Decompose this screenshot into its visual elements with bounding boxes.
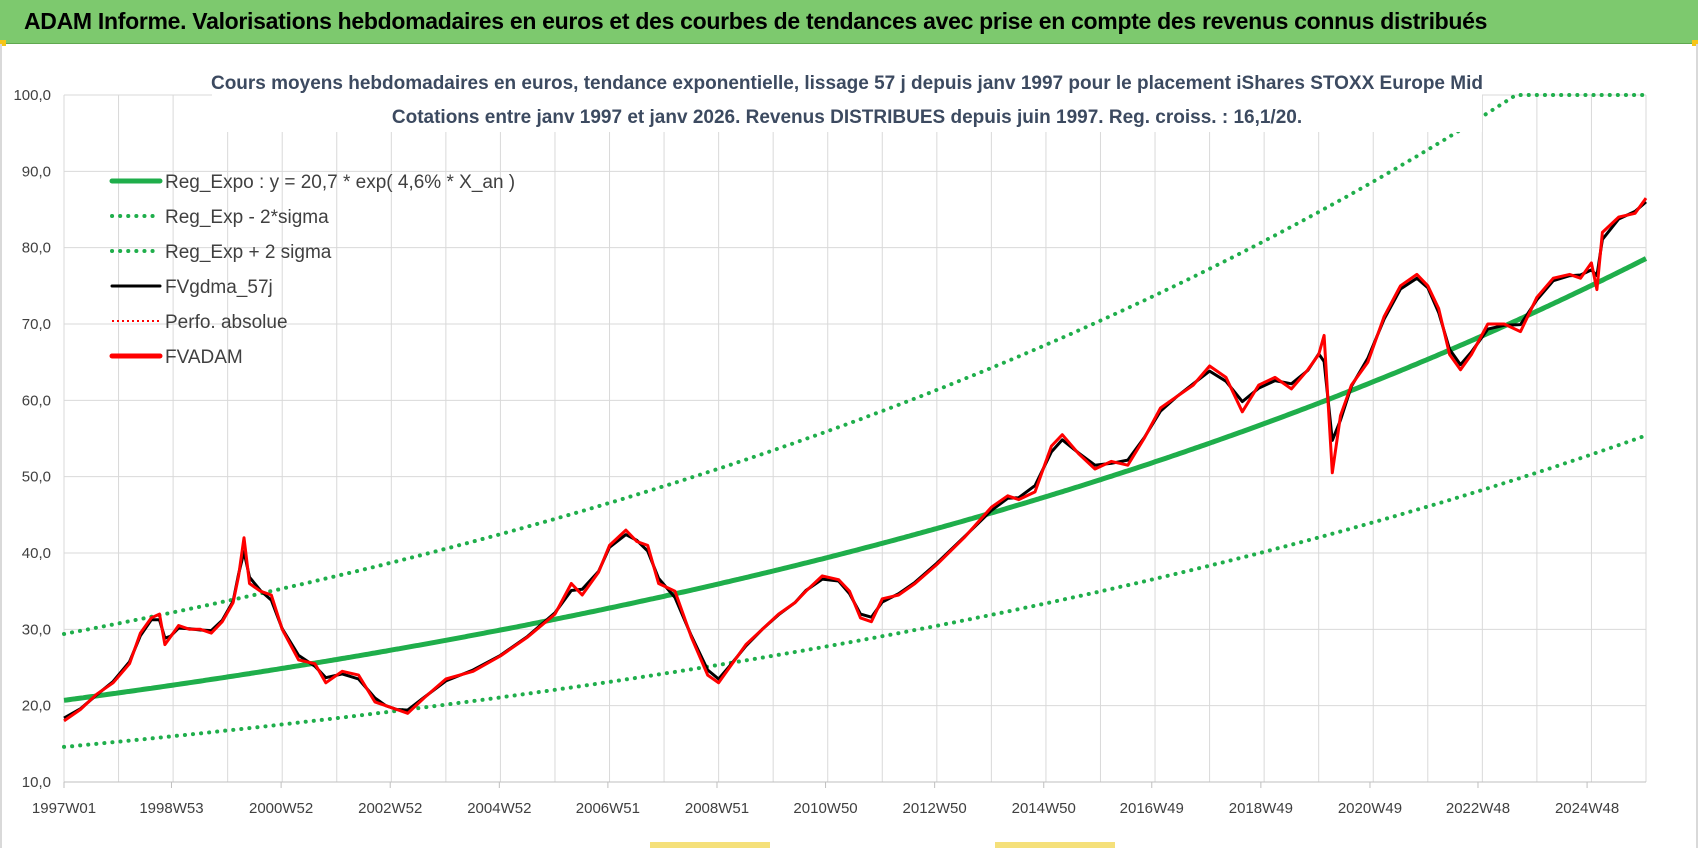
x-tick-label: 2012W50	[903, 800, 967, 817]
y-tick-label: 20,0	[22, 698, 51, 715]
legend-label-lower: Reg_Exp - 2*sigma	[165, 207, 329, 228]
x-tick-label: 2006W51	[576, 800, 640, 817]
x-tick-label: 1997W01	[32, 800, 96, 817]
series-layer	[62, 93, 1648, 749]
legend-label-perfo: Perfo. absolue	[165, 312, 288, 333]
y-axis: 100,0 90,0 80,0 70,0 60,0 50,0 40,0 30,0 20,0 10,…	[13, 87, 51, 791]
x-tick-label: 2020W49	[1338, 800, 1402, 817]
y-tick-label: 10,0	[22, 774, 51, 791]
x-tick-label: 2002W52	[358, 800, 422, 817]
legend-label-fv: FVgdma_57j	[165, 277, 273, 298]
x-tick-label: 2022W48	[1446, 800, 1510, 817]
legend-label-reg: Reg_Expo : y = 20,7 * exp( 4,6% * X_an )	[165, 172, 515, 193]
legend: Reg_Expo : y = 20,7 * exp( 4,6% * X_an )…	[109, 172, 515, 368]
corner-marker	[1692, 40, 1698, 46]
x-tick-label: 2000W52	[249, 800, 313, 817]
x-tick-label: 2010W50	[793, 800, 857, 817]
y-tick-label: 100,0	[13, 87, 51, 104]
x-tick-label: 2014W50	[1012, 800, 1076, 817]
series-reg-upper	[62, 93, 1648, 636]
report-title: ADAM Informe. Valorisations hebdomadaire…	[24, 8, 1488, 34]
x-tick-label: 2016W49	[1120, 800, 1184, 817]
y-tick-label: 30,0	[22, 621, 51, 638]
series-fvadam	[63, 197, 1648, 723]
chart-title-line1: Cours moyens hebdomadaires en euros, ten…	[211, 73, 1483, 94]
x-tick-label: 1998W53	[139, 800, 203, 817]
x-tick-label: 2004W52	[467, 800, 531, 817]
y-tick-label: 70,0	[22, 316, 51, 333]
y-tick-label: 40,0	[22, 545, 51, 562]
sheet-tab-marker	[650, 842, 770, 848]
chart-frame	[0, 44, 1698, 848]
series-reg-expo	[63, 256, 1648, 703]
x-axis: 1997W01 1998W53 2000W52 2002W52 2004W52 2006W…	[32, 782, 1619, 817]
x-tick-label: 2008W51	[685, 800, 749, 817]
grid-lines	[63, 94, 1647, 783]
series-reg-lower	[62, 433, 1648, 749]
chart-title-bg	[212, 62, 1482, 132]
x-tick-label: 2018W49	[1229, 800, 1293, 817]
y-tick-label: 60,0	[22, 392, 51, 409]
y-tick-label: 90,0	[22, 163, 51, 180]
x-tick-label: 2024W48	[1555, 800, 1619, 817]
report-banner: ADAM Informe. Valorisations hebdomadaire…	[0, 0, 1698, 44]
legend-label-upper: Reg_Exp + 2 sigma	[165, 242, 332, 263]
y-tick-label: 80,0	[22, 240, 51, 257]
corner-marker	[0, 40, 6, 46]
chart-title-line2: Cotations entre janv 1997 et janv 2026. …	[392, 107, 1302, 128]
sheet-tab-marker	[995, 842, 1115, 848]
legend-label-adam: FVADAM	[165, 347, 243, 368]
y-tick-label: 50,0	[22, 469, 51, 486]
